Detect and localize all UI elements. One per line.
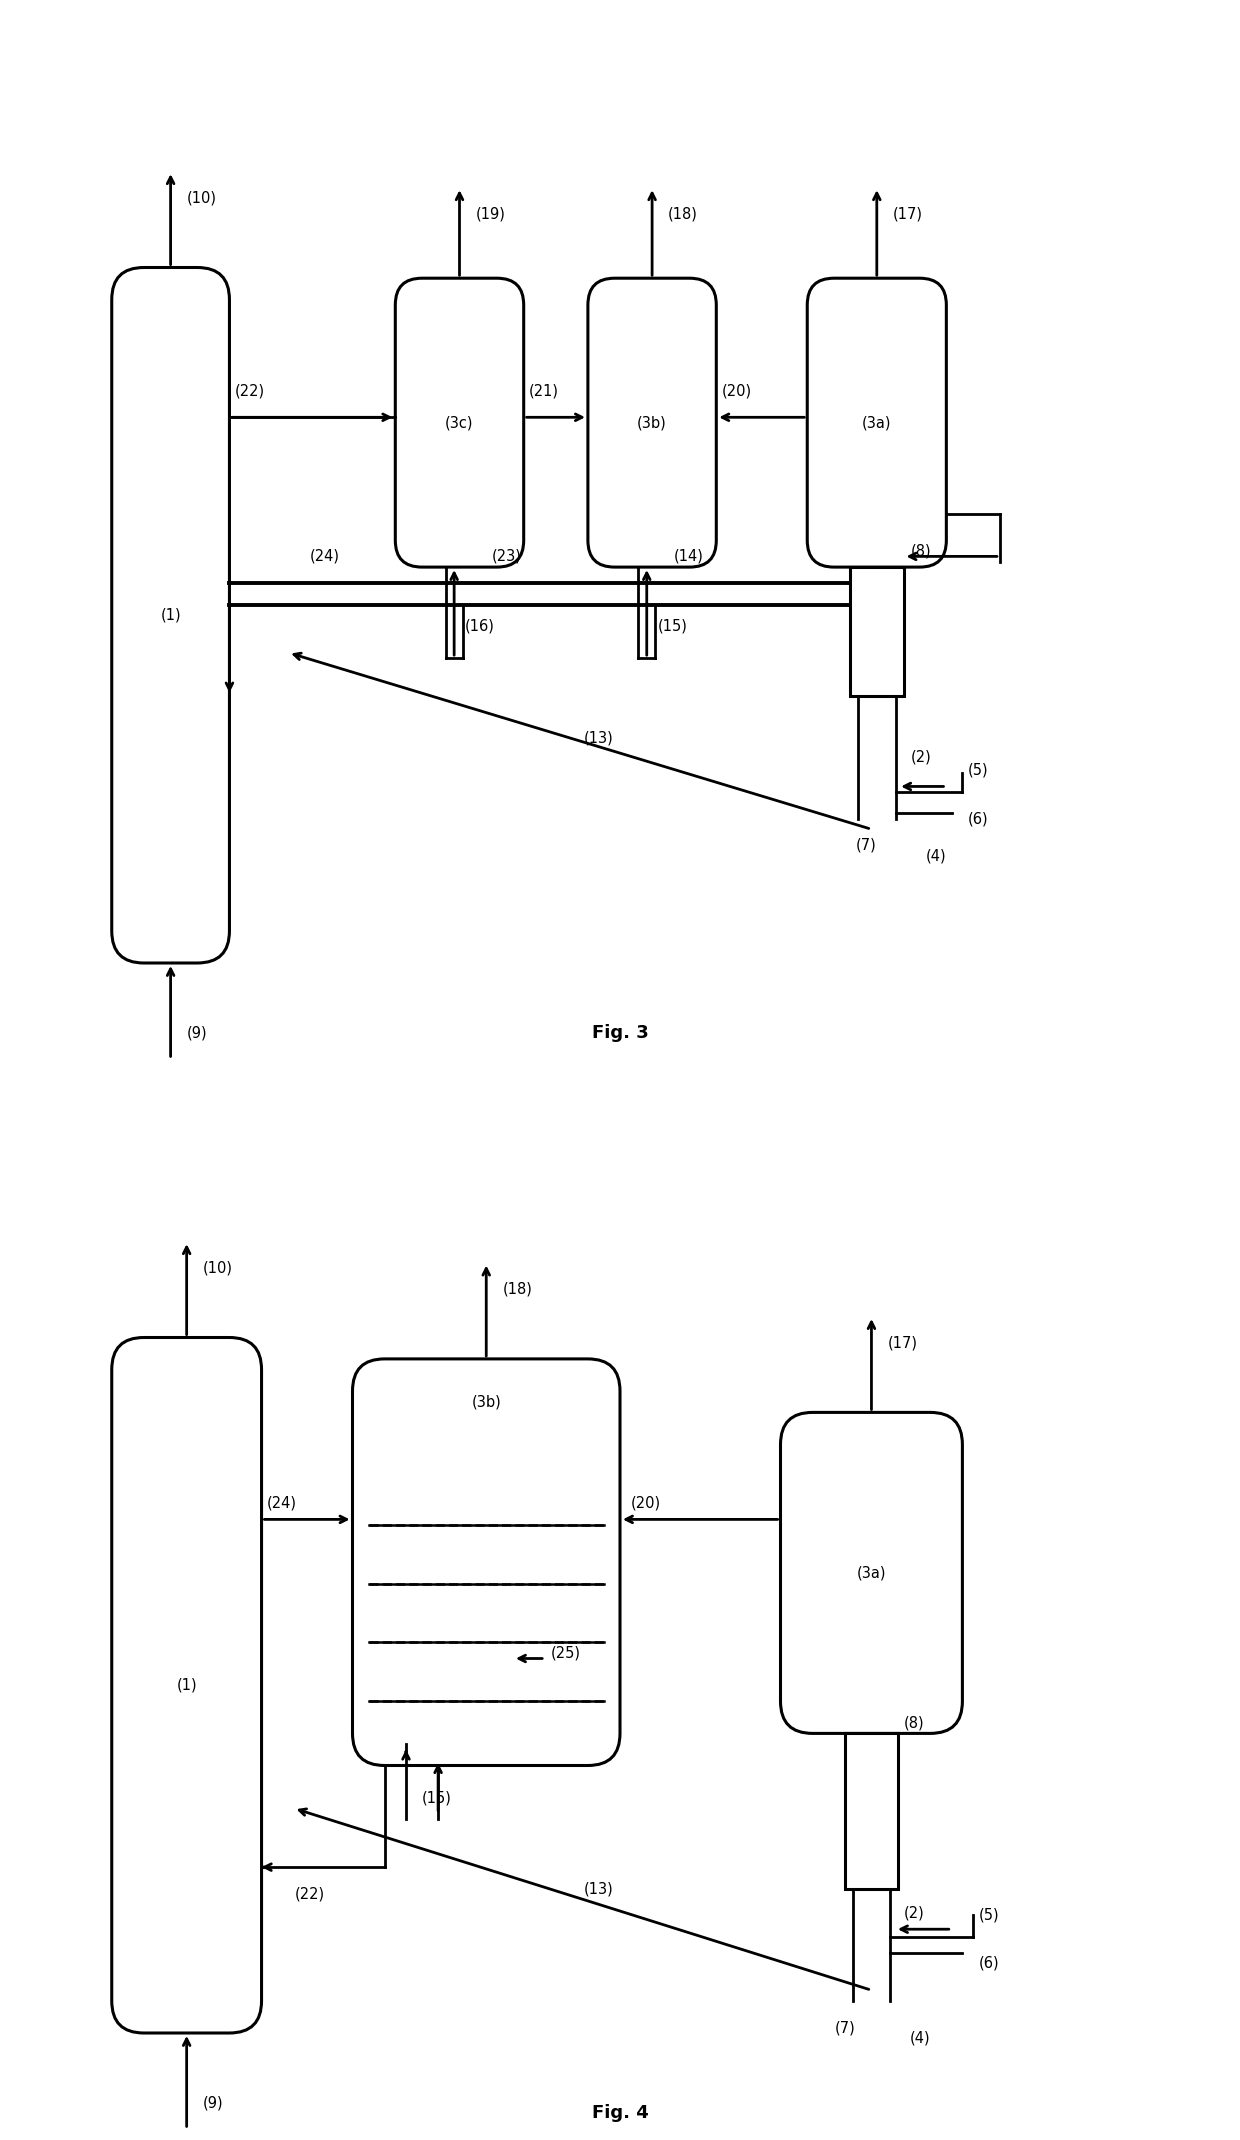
- Text: (22): (22): [234, 383, 265, 398]
- Text: (16): (16): [465, 618, 495, 633]
- Text: (7): (7): [856, 837, 877, 854]
- Text: (23): (23): [491, 548, 522, 565]
- Text: (1): (1): [160, 608, 181, 623]
- FancyBboxPatch shape: [807, 278, 946, 567]
- Text: (8): (8): [911, 544, 931, 559]
- Text: (5): (5): [967, 762, 988, 779]
- Text: (21): (21): [529, 383, 559, 398]
- Text: (3a): (3a): [862, 415, 892, 430]
- Bar: [851, 567, 904, 696]
- Text: Fig. 4: Fig. 4: [591, 2104, 649, 2123]
- Text: (17): (17): [893, 205, 923, 223]
- Text: (14): (14): [673, 548, 703, 565]
- Text: (6): (6): [967, 811, 988, 826]
- FancyBboxPatch shape: [112, 1338, 262, 2033]
- Text: (3a): (3a): [857, 1564, 887, 1581]
- Text: (15): (15): [422, 1789, 451, 1806]
- Text: (13): (13): [584, 730, 614, 747]
- Text: (24): (24): [267, 1496, 296, 1511]
- FancyBboxPatch shape: [352, 1359, 620, 1766]
- Text: (17): (17): [888, 1335, 918, 1350]
- FancyBboxPatch shape: [112, 268, 229, 963]
- Text: (4): (4): [909, 2031, 930, 2046]
- Text: (25): (25): [551, 1646, 580, 1661]
- Text: (8): (8): [904, 1714, 924, 1731]
- Text: (3b): (3b): [471, 1393, 501, 1410]
- Text: (19): (19): [476, 205, 506, 223]
- Text: (5): (5): [978, 1907, 999, 1924]
- Text: (10): (10): [202, 1260, 233, 1275]
- Text: (20): (20): [631, 1496, 661, 1511]
- Text: (9): (9): [202, 2095, 223, 2110]
- Text: (22): (22): [295, 1885, 325, 1902]
- Bar: [844, 1733, 898, 1887]
- Text: (24): (24): [310, 548, 340, 565]
- Text: (1): (1): [176, 1678, 197, 1693]
- Text: (20): (20): [722, 383, 751, 398]
- Text: (3c): (3c): [445, 415, 474, 430]
- Text: (6): (6): [978, 1956, 999, 1971]
- FancyBboxPatch shape: [588, 278, 717, 567]
- Text: (7): (7): [835, 2020, 856, 2035]
- Text: (10): (10): [187, 190, 217, 205]
- Text: Fig. 3: Fig. 3: [591, 1023, 649, 1042]
- Text: (15): (15): [657, 618, 687, 633]
- Text: (2): (2): [911, 749, 931, 764]
- Text: (18): (18): [502, 1282, 532, 1297]
- Text: (2): (2): [904, 1905, 924, 1920]
- Text: (18): (18): [668, 205, 698, 223]
- FancyBboxPatch shape: [396, 278, 523, 567]
- FancyBboxPatch shape: [780, 1412, 962, 1733]
- Text: (13): (13): [584, 1881, 614, 1896]
- Text: (4): (4): [925, 847, 946, 865]
- Text: (3b): (3b): [637, 415, 667, 430]
- Text: (9): (9): [187, 1025, 207, 1040]
